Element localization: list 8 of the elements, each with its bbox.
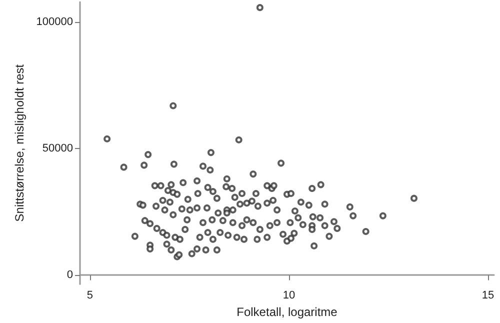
y-tick-label: 50000: [42, 142, 73, 155]
y-axis-title: Snittstørrelse, misligholdt rest: [12, 64, 26, 222]
y-tick-label: 0: [66, 269, 73, 282]
x-tick-label: 10: [282, 290, 296, 302]
x-axis-title: Folketall, logaritme: [236, 305, 338, 319]
y-tick-label: 100000: [36, 16, 73, 28]
x-tick-label: 5: [86, 290, 94, 302]
x-tick-label: 15: [482, 290, 494, 302]
